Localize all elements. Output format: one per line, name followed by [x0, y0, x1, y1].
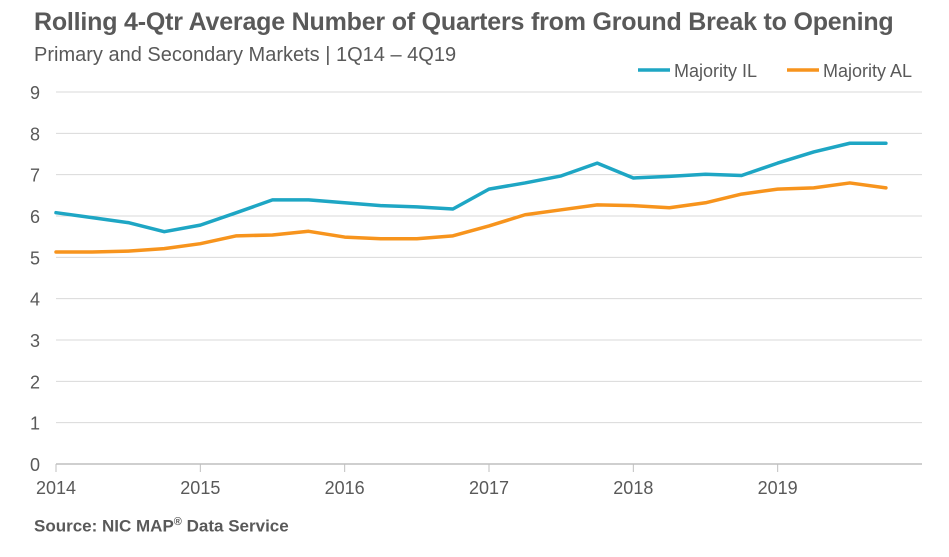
y-tick-label: 3: [30, 331, 40, 351]
y-tick-label: 7: [30, 166, 40, 186]
x-tick-label: 2016: [325, 478, 365, 498]
legend: Majority IL Majority AL: [638, 61, 912, 81]
legend-label-majority-il: Majority IL: [674, 61, 757, 81]
x-axis: 2014 2015 2016 2017 2018 2019: [36, 463, 922, 498]
x-tick-label: 2018: [613, 478, 653, 498]
y-tick-label: 2: [30, 372, 40, 392]
y-tick-label: 0: [30, 455, 40, 475]
gridlines: [56, 91, 922, 465]
series-lines: [54, 141, 888, 254]
chart-subtitle: Primary and Secondary Markets | 1Q14 – 4…: [34, 44, 457, 66]
y-tick-label: 8: [30, 124, 40, 144]
series-line-majority-al: [54, 181, 888, 254]
legend-label-majority-al: Majority AL: [823, 61, 912, 81]
chart-title: Rolling 4-Qtr Average Number of Quarters…: [34, 8, 894, 36]
x-tick-label: 2014: [36, 478, 76, 498]
registered-mark: ®: [173, 516, 182, 528]
y-tick-label: 6: [30, 207, 40, 227]
x-tick-label: 2017: [469, 478, 509, 498]
x-tick-label: 2019: [758, 478, 798, 498]
source-note: Source: NIC MAP® Data Service: [34, 516, 289, 537]
y-tick-label: 5: [30, 248, 40, 268]
source-suffix: Data Service: [181, 516, 289, 536]
y-tick-label: 4: [30, 290, 40, 310]
source-prefix: Source: NIC MAP: [34, 516, 174, 536]
x-tick-label: 2015: [180, 478, 220, 498]
y-tick-label: 1: [30, 414, 40, 434]
y-tick-label: 9: [30, 83, 40, 103]
series-line-majority-il: [54, 141, 888, 234]
y-axis-ticks: 0 1 2 3 4 5 6 7 8 9: [30, 83, 40, 475]
